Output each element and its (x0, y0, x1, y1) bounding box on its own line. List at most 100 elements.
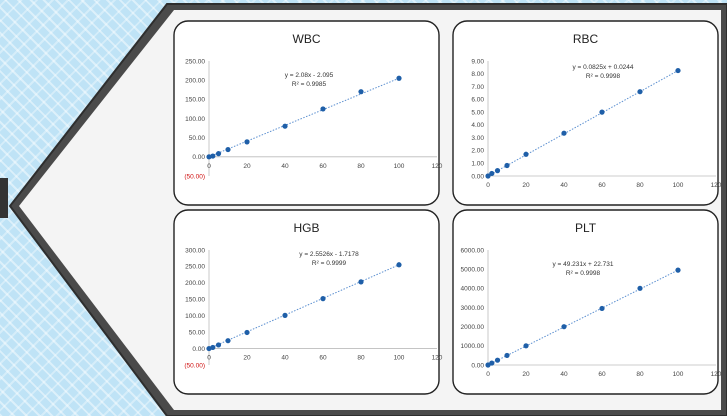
rbc-y-tick-label: 2.00 (471, 148, 484, 155)
rbc-x-tick-label: 80 (636, 182, 644, 189)
wbc-x-tick-label: 0 (207, 163, 211, 170)
rbc-chart-border (452, 20, 719, 206)
rbc-chart-title: RBC (573, 32, 599, 46)
hgb-x-tick-label: 120 (432, 355, 443, 362)
hgb-x-tick-label: 100 (394, 355, 405, 362)
plt-data-point (494, 357, 501, 363)
hgb-y-tick-label: 0.00 (192, 346, 205, 353)
hgb-y-tick-label: 250.00 (185, 264, 205, 271)
wbc-chart-border (173, 20, 440, 206)
hgb-x-tick-label: 80 (357, 355, 365, 362)
wbc-data-point (215, 151, 222, 157)
hgb-x-tick-label: 20 (243, 355, 251, 362)
hgb-x-tick-label: 40 (281, 355, 289, 362)
plt-x-tick-label: 100 (673, 371, 684, 378)
wbc-data-point (282, 123, 288, 129)
plt-r-squared: R² = 0.9998 (566, 270, 601, 277)
wbc-x-tick-label: 120 (432, 163, 443, 170)
rbc-y-tick-label: 1.00 (471, 161, 484, 168)
hgb-data-point (282, 312, 288, 318)
plt-data-point (675, 267, 681, 273)
rbc-data-point (561, 130, 567, 136)
hgb-data-point (244, 329, 250, 336)
hgb-data-point (215, 342, 222, 348)
wbc-y-tick-label: 200.00 (185, 77, 205, 84)
plt-data-point (637, 285, 643, 291)
hgb-x-tick-label: 0 (207, 355, 211, 362)
hgb-r-squared: R² = 0.9999 (312, 260, 347, 267)
rbc-x-tick-label: 40 (560, 182, 568, 189)
frame-left-tab (0, 178, 8, 218)
wbc-x-tick-label: 80 (357, 163, 365, 170)
hgb-y-tick-label: 300.00 (185, 247, 205, 254)
rbc-r-squared: R² = 0.9998 (586, 73, 621, 80)
hgb-x-tick-label: 60 (319, 355, 327, 362)
plt-x-tick-label: 120 (711, 371, 722, 378)
rbc-data-point (504, 162, 510, 169)
rbc-data-point (523, 151, 529, 157)
rbc-x-tick-label: 120 (711, 182, 722, 189)
plt-data-point (599, 305, 605, 312)
hgb-y-tick-label: 100.00 (185, 313, 205, 320)
wbc-data-point (225, 146, 231, 153)
wbc-data-point (210, 153, 216, 159)
wbc-data-point (358, 89, 364, 95)
plt-x-tick-label: 60 (598, 371, 606, 378)
rbc-x-tick-label: 100 (673, 182, 684, 189)
wbc-chart-panel: WBC (50.00) 0.00 50.00 100.00 150.00 200.00 250… (173, 20, 443, 206)
hgb-chart-panel: HGB (50.00) 0.00 50.00 100.00 150.00 200.00 250… (173, 209, 443, 395)
rbc-y-tick-label: 6.00 (471, 97, 484, 104)
plt-y-tick-label: 3000.00 (461, 305, 485, 312)
plt-x-tick-label: 0 (486, 371, 490, 378)
plt-data-point (504, 352, 510, 359)
rbc-y-tick-label: 0.00 (471, 173, 484, 180)
hgb-data-point (225, 338, 231, 344)
plt-trendline (487, 269, 679, 366)
wbc-chart-title: WBC (293, 32, 321, 46)
hgb-data-point (358, 279, 364, 285)
hgb-chart-border (173, 209, 440, 395)
plt-data-point (561, 324, 567, 330)
wbc-y-tick-label: 250.00 (185, 58, 205, 65)
wbc-x-tick-label: 60 (319, 163, 327, 170)
plt-trend-equation: y = 49.231x + 22.731 (552, 261, 613, 268)
rbc-x-tick-label: 60 (598, 182, 606, 189)
hgb-data-point (320, 296, 326, 302)
wbc-x-tick-label: 20 (243, 163, 251, 170)
wbc-y-tick-label: 100.00 (185, 116, 205, 123)
rbc-data-point (485, 173, 491, 179)
plt-y-tick-label: 4000.00 (461, 286, 485, 293)
rbc-trend-equation: y = 0.0825x + 0.0244 (572, 64, 633, 71)
wbc-y-tick-label: 0.00 (192, 154, 205, 161)
plt-y-tick-label: 2000.00 (461, 324, 485, 331)
wbc-x-tick-label: 100 (394, 163, 405, 170)
plt-y-tick-label: 0.00 (471, 362, 484, 369)
wbc-r-squared: R² = 0.9985 (292, 81, 327, 88)
rbc-y-tick-label: 4.00 (471, 122, 484, 129)
wbc-trend-equation: y = 2.08x - 2.095 (285, 72, 334, 79)
rbc-trendline (487, 70, 679, 177)
wbc-data-point (244, 139, 250, 145)
rbc-y-tick-label: 9.00 (471, 58, 484, 65)
rbc-x-tick-label: 20 (522, 182, 530, 189)
rbc-y-tick-label: 3.00 (471, 135, 484, 142)
plt-x-tick-label: 20 (522, 371, 530, 378)
hgb-chart-title: HGB (293, 221, 319, 235)
rbc-data-point (489, 170, 495, 177)
plt-y-tick-label: 1000.00 (461, 343, 485, 350)
plt-chart-title: PLT (575, 221, 597, 235)
plt-data-point (523, 343, 529, 349)
wbc-trendline (208, 77, 400, 158)
rbc-chart-panel: RBC 0.00 1.00 2.00 3.00 4.00 5.00 6.00 7.00 8.00 9… (452, 20, 722, 206)
hgb-y-tick-label: 50.00 (189, 329, 206, 336)
wbc-data-point (320, 106, 326, 112)
rbc-y-tick-label: 8.00 (471, 71, 484, 78)
plt-chart-border (452, 209, 719, 395)
hgb-data-point (210, 344, 216, 351)
rbc-data-point (494, 168, 501, 174)
rbc-y-tick-label: 5.00 (471, 109, 484, 116)
rbc-data-point (637, 89, 643, 95)
wbc-y-tick-label: 50.00 (189, 135, 206, 142)
wbc-y-tick-label: 150.00 (185, 97, 205, 104)
